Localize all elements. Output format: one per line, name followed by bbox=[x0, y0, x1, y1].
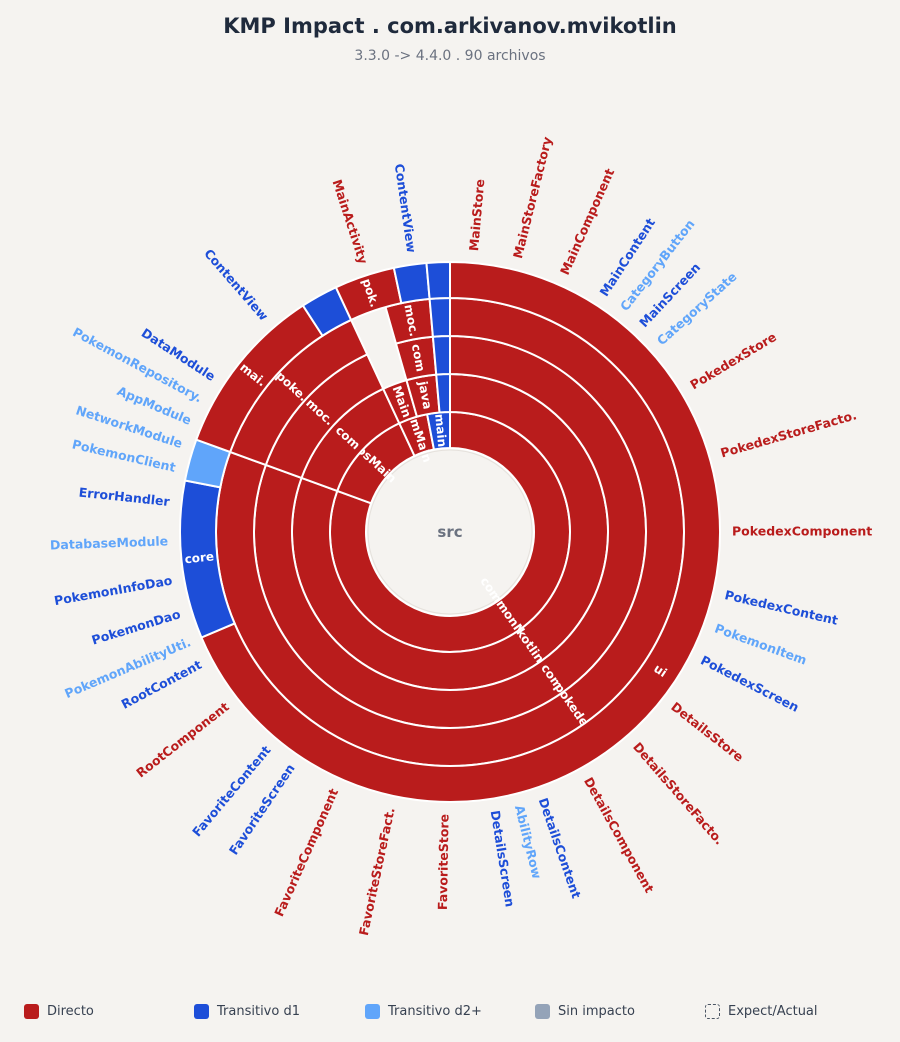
file-label[interactable]: AbilityRow bbox=[512, 804, 545, 881]
file-label[interactable]: MainComponent bbox=[557, 166, 617, 277]
legend-item-sin-impacto[interactable]: Sin impacto bbox=[535, 1004, 635, 1019]
file-label[interactable]: DetailsStore bbox=[668, 699, 746, 765]
sunburst-segment[interactable] bbox=[200, 260, 721, 803]
file-label[interactable]: DatabaseModule bbox=[50, 533, 169, 552]
legend-swatch bbox=[535, 1004, 550, 1019]
sunburst-segment[interactable] bbox=[392, 261, 431, 305]
sunburst-segment[interactable] bbox=[431, 334, 451, 376]
legend-swatch bbox=[24, 1004, 39, 1019]
legend-item-transitivo-d1[interactable]: Transitivo d1 bbox=[194, 1004, 300, 1019]
file-label[interactable]: DetailsComponent bbox=[581, 775, 657, 896]
file-label[interactable]: DetailsContent bbox=[536, 796, 584, 900]
segment-label: core bbox=[184, 549, 215, 566]
file-label[interactable]: PokedexComponent bbox=[732, 524, 872, 539]
legend-label: Transitivo d1 bbox=[217, 1004, 300, 1019]
segment-label: com bbox=[409, 343, 428, 373]
file-label[interactable]: FavoriteStoreFact. bbox=[356, 806, 398, 937]
file-label[interactable]: PokedexStoreFacto. bbox=[719, 407, 859, 460]
legend-swatch bbox=[365, 1004, 380, 1019]
file-label[interactable]: DetailsStoreFacto. bbox=[630, 739, 727, 847]
legend-item-expect-actual[interactable]: Expect/Actual bbox=[705, 1004, 818, 1019]
file-label[interactable]: RootComponent bbox=[133, 699, 232, 781]
legend: Directo Transitivo d1 Transitivo d2+ Sin… bbox=[24, 1004, 884, 1028]
segment-label: moc. bbox=[401, 303, 421, 337]
file-label[interactable]: PokedexStore bbox=[687, 329, 779, 392]
legend-label: Transitivo d2+ bbox=[388, 1004, 482, 1019]
file-label[interactable]: DetailsScreen bbox=[488, 809, 518, 908]
sunburst-segment[interactable] bbox=[435, 372, 451, 414]
file-label[interactable]: ErrorHandler bbox=[78, 485, 171, 510]
file-label[interactable]: PokemonAbilityUti. bbox=[62, 634, 193, 701]
legend-item-transitivo-d2[interactable]: Transitivo d2+ bbox=[365, 1004, 482, 1019]
segment-label: main bbox=[432, 413, 449, 447]
file-label[interactable]: PokedexContent bbox=[723, 587, 839, 628]
legend-label: Expect/Actual bbox=[728, 1004, 818, 1019]
file-label[interactable]: PokemonInfoDao bbox=[53, 573, 174, 609]
legend-item-directo[interactable]: Directo bbox=[24, 1004, 94, 1019]
root-label: src bbox=[437, 523, 462, 541]
sunburst-segment[interactable] bbox=[428, 296, 451, 338]
file-label[interactable]: ContentView bbox=[201, 246, 272, 324]
file-label[interactable]: MainStore bbox=[466, 178, 487, 251]
file-label[interactable]: FavoriteComponent bbox=[271, 786, 341, 919]
legend-swatch bbox=[194, 1004, 209, 1019]
file-label[interactable]: PokedexScreen bbox=[698, 652, 801, 714]
segment-label: java bbox=[416, 379, 435, 410]
legend-swatch bbox=[705, 1004, 720, 1019]
file-label[interactable]: MainActivity bbox=[329, 178, 370, 266]
root-node[interactable] bbox=[367, 449, 533, 615]
legend-label: Sin impacto bbox=[558, 1004, 635, 1019]
file-label[interactable]: PokemonItem bbox=[713, 620, 809, 667]
sunburst-segment[interactable] bbox=[425, 260, 451, 300]
file-label[interactable]: FavoriteStore bbox=[435, 814, 452, 910]
file-label[interactable]: ContentView bbox=[392, 163, 419, 254]
chart-subtitle: 3.3.0 -> 4.4.0 . 90 archivos bbox=[354, 48, 546, 64]
file-label[interactable]: MainStoreFactory bbox=[510, 135, 555, 260]
file-label[interactable]: FavoriteContent bbox=[189, 743, 274, 840]
chart-title: KMP Impact . com.arkivanov.mvikotlin bbox=[223, 14, 677, 38]
legend-label: Directo bbox=[47, 1004, 94, 1019]
